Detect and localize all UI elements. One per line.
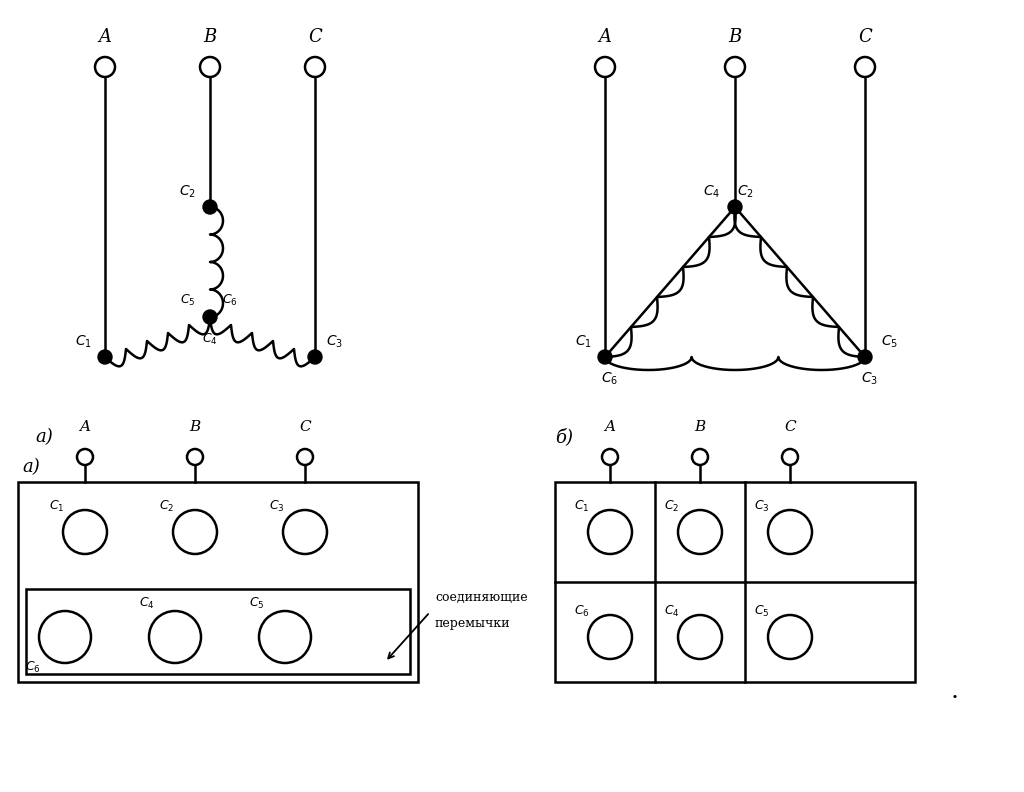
Circle shape — [98, 350, 112, 364]
Text: A: A — [598, 28, 611, 46]
Text: $C_6$: $C_6$ — [222, 292, 238, 307]
Text: C: C — [308, 28, 322, 46]
Circle shape — [728, 200, 742, 214]
Text: $C_6$: $C_6$ — [25, 660, 41, 675]
Text: $C_1$: $C_1$ — [49, 498, 65, 513]
Text: $C_3$: $C_3$ — [861, 371, 879, 387]
Text: $C_5$: $C_5$ — [180, 292, 196, 307]
Text: $C_4$: $C_4$ — [665, 604, 680, 619]
Text: $C_3$: $C_3$ — [327, 333, 343, 350]
Text: .: . — [951, 680, 959, 703]
Text: а): а) — [22, 458, 40, 476]
Text: B: B — [694, 420, 706, 434]
Text: $C_6$: $C_6$ — [601, 371, 618, 387]
Circle shape — [858, 350, 872, 364]
Text: A: A — [80, 420, 90, 434]
Text: $C_2$: $C_2$ — [160, 498, 175, 513]
Text: соединяющие: соединяющие — [435, 591, 527, 604]
Text: $C_2$: $C_2$ — [736, 184, 754, 200]
Text: $C_2$: $C_2$ — [665, 498, 680, 513]
Text: $C_1$: $C_1$ — [75, 333, 91, 350]
Text: $C_6$: $C_6$ — [574, 604, 590, 619]
Text: $C_5$: $C_5$ — [882, 333, 898, 350]
Text: $C_3$: $C_3$ — [269, 498, 285, 513]
Text: C: C — [858, 28, 871, 46]
Bar — [26, 589, 410, 674]
Text: B: B — [204, 28, 217, 46]
Text: A: A — [98, 28, 112, 46]
Text: B: B — [728, 28, 741, 46]
Text: $C_4$: $C_4$ — [139, 596, 155, 611]
Circle shape — [203, 310, 217, 324]
Text: $C_1$: $C_1$ — [574, 498, 590, 513]
Text: $C_4$: $C_4$ — [202, 331, 218, 347]
Circle shape — [203, 200, 217, 214]
Text: $C_3$: $C_3$ — [755, 498, 770, 513]
Text: $C_2$: $C_2$ — [178, 184, 196, 200]
Text: C: C — [299, 420, 311, 434]
Text: C: C — [784, 420, 796, 434]
Text: $C_4$: $C_4$ — [703, 184, 721, 200]
Text: $C_1$: $C_1$ — [574, 333, 592, 350]
Text: B: B — [189, 420, 201, 434]
Text: $C_5$: $C_5$ — [249, 596, 265, 611]
Circle shape — [308, 350, 322, 364]
Circle shape — [598, 350, 612, 364]
Bar — [555, 482, 915, 682]
Text: A: A — [604, 420, 615, 434]
Text: перемычки: перемычки — [435, 618, 511, 630]
Text: б): б) — [555, 428, 573, 446]
Text: а): а) — [35, 428, 53, 446]
Text: $C_5$: $C_5$ — [755, 604, 770, 619]
Bar — [18, 482, 418, 682]
